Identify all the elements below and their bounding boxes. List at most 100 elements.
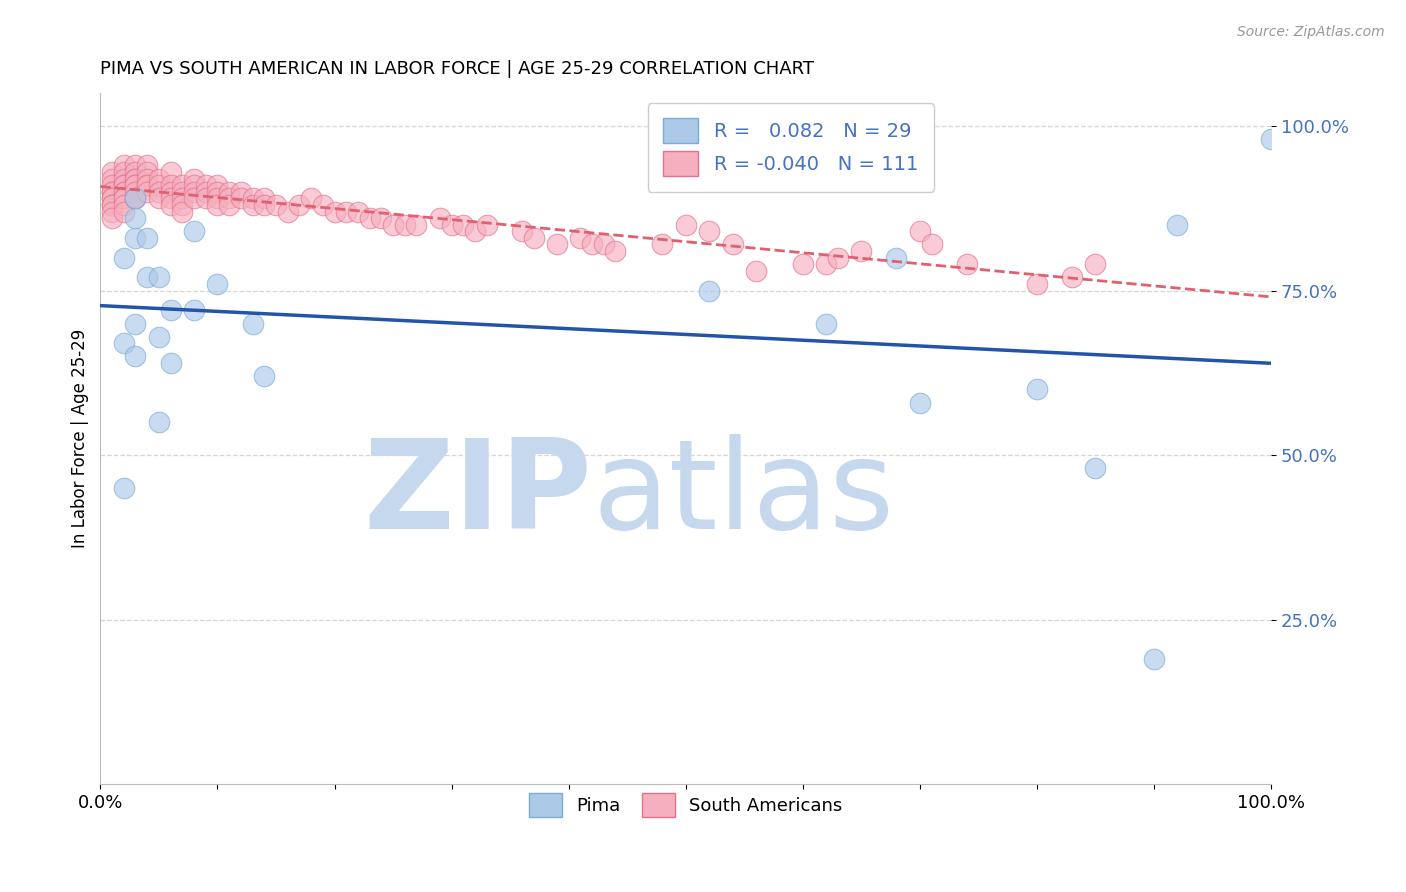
Point bbox=[453, 218, 475, 232]
Point bbox=[183, 224, 205, 238]
Point bbox=[101, 204, 124, 219]
Point bbox=[148, 178, 170, 193]
Point bbox=[159, 198, 181, 212]
Point bbox=[136, 171, 159, 186]
Point bbox=[1166, 218, 1188, 232]
Point bbox=[112, 251, 135, 265]
Text: PIMA VS SOUTH AMERICAN IN LABOR FORCE | AGE 25-29 CORRELATION CHART: PIMA VS SOUTH AMERICAN IN LABOR FORCE | … bbox=[100, 60, 814, 78]
Point bbox=[569, 231, 592, 245]
Point bbox=[183, 191, 205, 205]
Point bbox=[112, 185, 135, 199]
Point bbox=[207, 198, 229, 212]
Point bbox=[697, 284, 720, 298]
Point bbox=[194, 185, 217, 199]
Text: Source: ZipAtlas.com: Source: ZipAtlas.com bbox=[1237, 25, 1385, 39]
Point bbox=[288, 198, 311, 212]
Point bbox=[277, 204, 299, 219]
Point bbox=[347, 204, 370, 219]
Point bbox=[124, 178, 146, 193]
Point bbox=[581, 237, 603, 252]
Point bbox=[112, 178, 135, 193]
Point bbox=[101, 171, 124, 186]
Point bbox=[183, 303, 205, 318]
Point bbox=[851, 244, 873, 258]
Point bbox=[475, 218, 498, 232]
Point bbox=[124, 191, 146, 205]
Point bbox=[183, 185, 205, 199]
Point bbox=[253, 191, 276, 205]
Point bbox=[218, 185, 240, 199]
Point bbox=[124, 231, 146, 245]
Point bbox=[172, 198, 194, 212]
Point bbox=[207, 178, 229, 193]
Point bbox=[675, 218, 697, 232]
Point bbox=[101, 211, 124, 226]
Point bbox=[124, 165, 146, 179]
Point bbox=[1060, 270, 1083, 285]
Point bbox=[124, 171, 146, 186]
Point bbox=[908, 395, 931, 409]
Point bbox=[172, 185, 194, 199]
Point bbox=[956, 257, 979, 271]
Point bbox=[827, 251, 849, 265]
Point bbox=[264, 198, 287, 212]
Point bbox=[921, 237, 943, 252]
Point bbox=[124, 171, 146, 186]
Point bbox=[815, 257, 838, 271]
Point bbox=[112, 481, 135, 495]
Point bbox=[112, 191, 135, 205]
Point bbox=[745, 264, 768, 278]
Point bbox=[101, 191, 124, 205]
Point bbox=[312, 198, 335, 212]
Point bbox=[112, 178, 135, 193]
Point bbox=[172, 204, 194, 219]
Point bbox=[159, 165, 181, 179]
Point bbox=[136, 159, 159, 173]
Point bbox=[886, 251, 908, 265]
Point bbox=[159, 191, 181, 205]
Y-axis label: In Labor Force | Age 25-29: In Labor Force | Age 25-29 bbox=[72, 329, 89, 549]
Point bbox=[229, 185, 252, 199]
Point bbox=[335, 204, 357, 219]
Point bbox=[101, 165, 124, 179]
Point bbox=[124, 211, 146, 226]
Point bbox=[1026, 382, 1049, 396]
Point bbox=[148, 191, 170, 205]
Point bbox=[394, 218, 416, 232]
Point bbox=[159, 178, 181, 193]
Point bbox=[592, 237, 614, 252]
Legend: Pima, South Americans: Pima, South Americans bbox=[522, 786, 849, 824]
Point bbox=[651, 237, 673, 252]
Point bbox=[405, 218, 427, 232]
Point bbox=[159, 303, 181, 318]
Point bbox=[242, 317, 264, 331]
Point bbox=[815, 317, 838, 331]
Point bbox=[136, 185, 159, 199]
Point bbox=[148, 329, 170, 343]
Point bbox=[101, 185, 124, 199]
Point bbox=[605, 244, 627, 258]
Point bbox=[721, 237, 744, 252]
Point bbox=[323, 204, 346, 219]
Point bbox=[124, 178, 146, 193]
Point bbox=[148, 171, 170, 186]
Point bbox=[359, 211, 381, 226]
Point bbox=[464, 224, 486, 238]
Text: ZIP: ZIP bbox=[363, 434, 592, 555]
Point bbox=[124, 159, 146, 173]
Point bbox=[101, 178, 124, 193]
Point bbox=[510, 224, 533, 238]
Point bbox=[229, 191, 252, 205]
Point bbox=[159, 356, 181, 370]
Point bbox=[908, 224, 931, 238]
Point bbox=[370, 211, 392, 226]
Point bbox=[382, 218, 405, 232]
Point bbox=[112, 159, 135, 173]
Point bbox=[136, 178, 159, 193]
Point bbox=[207, 185, 229, 199]
Point bbox=[299, 191, 322, 205]
Point bbox=[112, 171, 135, 186]
Point bbox=[112, 191, 135, 205]
Point bbox=[253, 369, 276, 384]
Point bbox=[522, 231, 544, 245]
